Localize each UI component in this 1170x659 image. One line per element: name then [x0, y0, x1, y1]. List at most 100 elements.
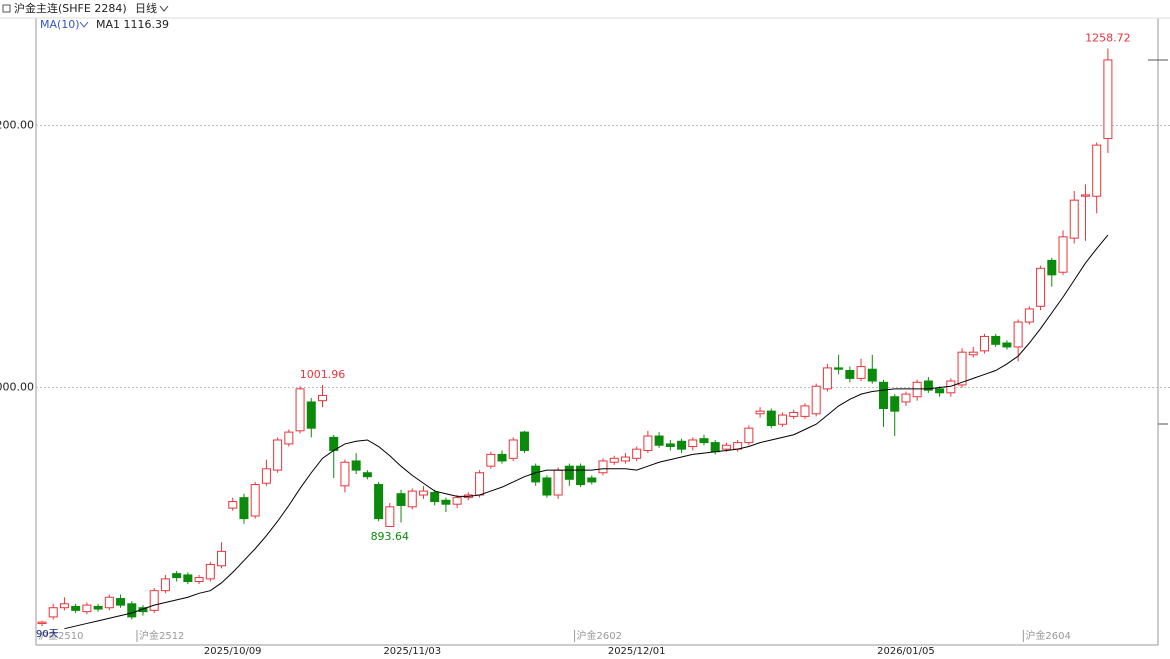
candle-body [250, 484, 260, 517]
candle-body [205, 563, 215, 580]
candle-body [643, 435, 653, 451]
candle-body [138, 607, 148, 613]
candle-body [632, 448, 642, 459]
period-selector[interactable]: 日线 [135, 1, 157, 15]
candle-body [1002, 342, 1012, 348]
candle-body [901, 393, 911, 403]
candle-body [867, 368, 877, 382]
instrument-title: 沪金主连(SHFE 2284) [14, 1, 127, 15]
candle-body [295, 388, 305, 432]
candle-body [418, 490, 428, 496]
menu-icon[interactable] [2, 4, 11, 13]
indicator-value: MA1 1116.39 [96, 18, 169, 31]
price-annotation: 1258.72 [1085, 32, 1131, 45]
candle-body [609, 457, 619, 463]
candle-body [979, 335, 989, 352]
candle-body [351, 460, 361, 471]
candle-body [935, 388, 945, 394]
x-tick-label: 2025/10/09 [204, 646, 262, 657]
candle-body [441, 499, 451, 505]
candle-body [1092, 144, 1102, 197]
candle-body [374, 484, 384, 520]
candle-body [228, 501, 238, 509]
candle-body [1069, 199, 1079, 239]
candle-body [71, 605, 81, 611]
x-tick-label: 2025/12/01 [608, 646, 666, 657]
indicator-chevron[interactable] [79, 21, 89, 28]
candle-body [104, 596, 114, 609]
candle-body [508, 439, 518, 459]
candle-body [822, 367, 832, 390]
candle-body [1103, 59, 1113, 140]
period-chevron[interactable] [159, 5, 169, 12]
candle-body [677, 440, 687, 450]
candle-body [385, 506, 395, 527]
candle-body [665, 443, 675, 448]
y-tick-label: 200.00 [0, 118, 34, 131]
candle-body [755, 410, 765, 415]
candle-body [407, 490, 417, 508]
candle-body [968, 351, 978, 356]
candle-body [37, 621, 47, 624]
candle-body [519, 431, 529, 451]
candle-body [744, 427, 754, 444]
candle-body [194, 577, 204, 583]
candle-body [1080, 194, 1090, 197]
candle-body [654, 435, 664, 446]
candle-body [116, 598, 126, 606]
candle-body [542, 477, 552, 496]
y-tick-label: 000.00 [0, 381, 34, 394]
candle-body [991, 335, 1001, 345]
candle-body [430, 491, 440, 503]
candle-body [127, 603, 137, 618]
candle-body [273, 439, 283, 471]
candle-body [82, 604, 92, 613]
candle-body [811, 385, 821, 415]
candle-body [1024, 308, 1034, 323]
price-annotation: 893.64 [371, 530, 410, 543]
candle-body [957, 351, 967, 386]
candle-body [497, 453, 507, 462]
candle-body [362, 472, 372, 478]
candle-body [396, 493, 406, 507]
contract-label: 沪金2604 [1025, 629, 1070, 642]
candle-body [856, 366, 866, 379]
candle-body [1047, 259, 1057, 276]
candle-body [160, 578, 170, 592]
candle-body [59, 603, 69, 609]
candle-body [93, 605, 103, 610]
candle-body [923, 380, 933, 391]
candle-body [217, 550, 227, 567]
candle-body [452, 497, 462, 505]
candle-body [284, 431, 294, 445]
candle-body [475, 472, 485, 496]
candle-body [149, 590, 159, 611]
candle-body [766, 410, 776, 427]
candle-body [721, 444, 731, 450]
ma-line [64, 234, 1109, 630]
candle-body [834, 367, 844, 370]
candle-body [318, 394, 327, 402]
candle-body [912, 381, 922, 398]
x-tick-label: 2025/11/03 [383, 646, 441, 657]
range-label: 90天 [36, 629, 59, 640]
candle-body [879, 381, 888, 410]
candle-body [890, 396, 900, 412]
candle-body [306, 401, 316, 429]
candle-body [587, 477, 597, 483]
candle-body [261, 468, 271, 484]
indicator-name[interactable]: MA(10) [40, 18, 80, 31]
candle-body [699, 438, 709, 444]
candle-body [1036, 267, 1046, 307]
candle-body [778, 414, 788, 425]
candle-body [845, 370, 855, 379]
candle-body [620, 456, 630, 462]
candle-body [789, 411, 799, 417]
candle-body [800, 405, 810, 417]
candle-body [598, 460, 608, 474]
candle-body [48, 607, 58, 618]
candle-body [576, 465, 586, 486]
price-annotation: 1001.96 [300, 368, 346, 381]
